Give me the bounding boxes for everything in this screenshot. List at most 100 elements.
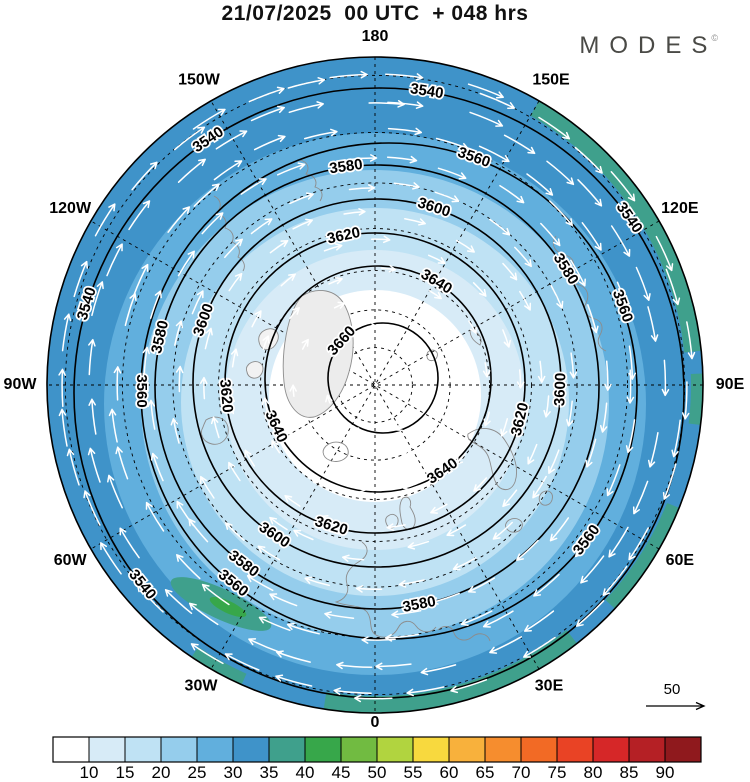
- wind-arrow: [88, 338, 96, 376]
- wind-arrow: [289, 384, 297, 397]
- colorbar-tick-label: 85: [620, 763, 639, 782]
- wind-arrow: [201, 583, 230, 606]
- wind-arrow: [478, 145, 510, 163]
- colorbar-cell: [376, 736, 414, 763]
- meridian-line: [90, 220, 660, 550]
- wind-arrow: [193, 183, 220, 207]
- colorbar-tick-label: 80: [584, 763, 603, 782]
- colorbar-tick-label: 10: [80, 763, 99, 782]
- wind-arrow: [580, 555, 605, 584]
- wind-arrow: [192, 108, 226, 130]
- wind-arrow: [358, 489, 374, 497]
- wind-arrow: [616, 281, 631, 315]
- longitude-label-150E: 150E: [532, 71, 570, 88]
- wind-arrow: [262, 335, 270, 350]
- wind-arrow: [655, 235, 674, 272]
- wind-arrow: [391, 609, 422, 619]
- wind-arrow: [66, 448, 80, 486]
- wind-arrow: [336, 661, 373, 670]
- wind-arrow: [145, 501, 165, 532]
- wind-arrow: [404, 217, 426, 226]
- wind-arrow: [87, 447, 101, 483]
- wind-arrow: [351, 427, 361, 435]
- coastline-iceland: [322, 441, 349, 462]
- contour-3640: [264, 265, 492, 493]
- wind-arrow: [533, 573, 560, 597]
- wind-arrow: [250, 105, 285, 122]
- wind-arrow: [136, 584, 164, 613]
- wind-arrow: [83, 490, 101, 526]
- wind-arrow: [287, 77, 326, 89]
- wind-arrow: [469, 111, 504, 127]
- wind-arrow: [543, 395, 551, 418]
- reference-arrow-label: 50: [664, 681, 681, 698]
- wind-arrow: [199, 376, 208, 400]
- wind-arrow: [106, 243, 123, 277]
- wind-arrow: [301, 338, 309, 350]
- latitude-circle: [121, 131, 629, 639]
- colorbar-cell: [484, 736, 522, 763]
- wind-arrow: [304, 576, 330, 587]
- wind-arrow: [386, 155, 418, 164]
- wind-arrow: [286, 622, 320, 635]
- colorbar-tick-label: 45: [332, 763, 351, 782]
- colorbar-cell: [196, 736, 234, 763]
- colorbar-tick-label: 40: [296, 763, 315, 782]
- wind-arrow: [333, 301, 346, 309]
- wind-arrow: [386, 523, 406, 531]
- wind-arrow: [385, 73, 424, 81]
- coastline-arctic-island: [245, 361, 264, 379]
- wind-arrow: [349, 456, 362, 464]
- wind-arrow: [455, 452, 466, 465]
- wind-arrow: [275, 650, 311, 663]
- wind-arrow: [271, 440, 281, 454]
- colorbar-cell: [448, 736, 486, 763]
- colorbar-tick-label: 75: [548, 763, 567, 782]
- wind-arrow: [149, 290, 162, 319]
- wind-arrow: [133, 263, 149, 296]
- wind-arrow: [115, 446, 129, 480]
- wind-arrow: [647, 306, 659, 342]
- wind-arrow: [394, 423, 404, 432]
- brand-text: MODES: [579, 32, 718, 59]
- rim-speed-patch: [530, 93, 703, 353]
- wind-arrow: [240, 178, 267, 195]
- wind-arrow: [574, 529, 597, 558]
- wind-arrow: [246, 575, 274, 592]
- wind-arrow: [333, 687, 372, 696]
- wind-arrow: [210, 416, 220, 439]
- longitude-label-120E: 120E: [661, 200, 699, 217]
- wind-arrow: [280, 273, 296, 287]
- contour-3600: [192, 198, 562, 568]
- wind-arrow: [437, 167, 467, 180]
- contour-label-3600: 3600: [551, 372, 569, 406]
- wind-arrow: [200, 475, 215, 499]
- wind-arrow: [108, 408, 118, 443]
- colorbar-frame: [52, 736, 702, 763]
- wind-arrow: [570, 259, 586, 287]
- wind-arrow: [550, 284, 564, 309]
- wind-arrow: [473, 477, 488, 492]
- wind-arrow: [606, 464, 621, 497]
- wind-arrow: [325, 394, 333, 404]
- reference-arrow: 50: [646, 681, 706, 711]
- latitude-circle: [172, 182, 578, 588]
- wind-arrow: [354, 694, 393, 703]
- wind-arrow: [88, 398, 97, 435]
- wind-arrow: [546, 160, 575, 186]
- wind-arrow: [257, 545, 281, 561]
- rim-speed-patch: [688, 373, 703, 426]
- wind-arrow: [661, 359, 670, 397]
- colorbar-cell: [268, 736, 306, 763]
- wind-arrow: [128, 200, 151, 231]
- wind-arrow: [574, 146, 603, 174]
- colorbar-cell: [520, 736, 558, 763]
- wind-arrow: [427, 254, 446, 264]
- coastline-asia-coast: [552, 235, 607, 352]
- brand-logo: MODES©: [579, 32, 718, 60]
- wind-arrow: [119, 527, 140, 559]
- wind-arrow: [430, 503, 448, 514]
- colorbar-cell: [340, 736, 378, 763]
- contour-label-3620: 3620: [216, 379, 236, 414]
